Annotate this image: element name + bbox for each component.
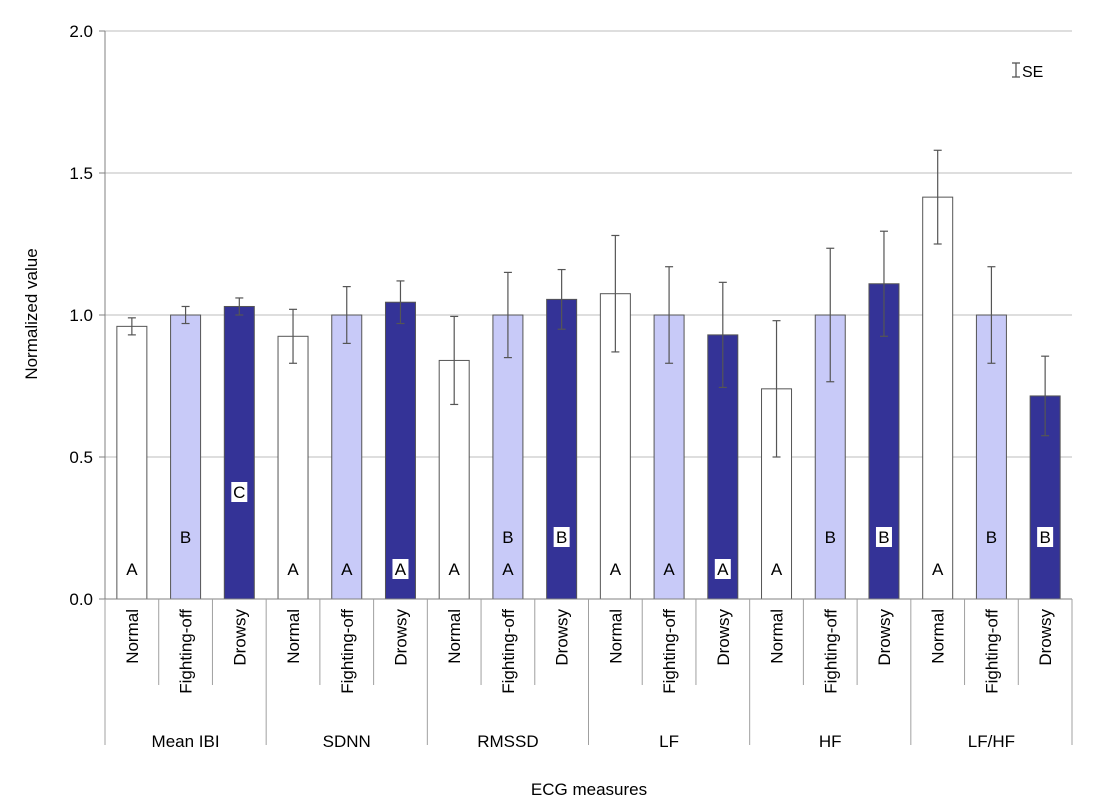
- y-tick-label: 2.0: [69, 22, 93, 41]
- group-label: RMSSD: [477, 732, 538, 751]
- significance-letter: A: [717, 560, 729, 579]
- group-label: LF: [659, 732, 679, 751]
- significance-letter: B: [556, 528, 567, 547]
- y-tick-label: 0.0: [69, 590, 93, 609]
- condition-label: Fighting-off: [982, 609, 1001, 694]
- condition-label: Normal: [929, 609, 948, 664]
- significance-letter: A: [932, 560, 944, 579]
- group-label: LF/HF: [968, 732, 1015, 751]
- condition-label: Drowsy: [230, 609, 249, 666]
- significance-letter: B: [1039, 528, 1050, 547]
- significance-letter: A: [502, 560, 514, 579]
- condition-label: Drowsy: [391, 609, 410, 666]
- bar: [384, 301, 416, 600]
- significance-letter: A: [395, 560, 407, 579]
- y-tick-label: 1.0: [69, 306, 93, 325]
- significance-letter: A: [287, 560, 299, 579]
- bar: [546, 298, 578, 600]
- significance-letter: B: [180, 528, 191, 547]
- letter-box: [1037, 527, 1054, 547]
- condition-label: Normal: [445, 609, 464, 664]
- significance-letter: C: [233, 483, 245, 502]
- significance-letter: B: [986, 528, 997, 547]
- bar: [223, 305, 255, 600]
- significance-letter: B: [502, 528, 513, 547]
- y-axis-label: Normalized value: [22, 248, 41, 379]
- condition-label: Fighting-off: [338, 609, 357, 694]
- bar: [277, 335, 309, 600]
- group-label: Mean IBI: [152, 732, 220, 751]
- bar: [922, 196, 954, 600]
- error-bars: [127, 149, 1050, 458]
- bar: [331, 314, 363, 600]
- condition-label: Fighting-off: [821, 609, 840, 694]
- significance-letter: A: [610, 560, 622, 579]
- letter-box: [231, 482, 248, 502]
- letter-box: [714, 559, 731, 579]
- bars: [116, 196, 1061, 600]
- letter-box: [392, 559, 409, 579]
- legend: SE: [1012, 62, 1043, 81]
- condition-label: Fighting-off: [177, 609, 196, 694]
- group-label: SDNN: [323, 732, 371, 751]
- se-legend-icon: [1012, 62, 1020, 78]
- y-tick-label: 1.5: [69, 164, 93, 183]
- significance-letter: A: [449, 560, 461, 579]
- bar: [116, 325, 148, 600]
- significance-letter: A: [126, 560, 138, 579]
- condition-label: Normal: [284, 609, 303, 664]
- legend-label: SE: [1022, 64, 1043, 81]
- condition-label: Normal: [606, 609, 625, 664]
- x-axis-label: ECG measures: [531, 780, 647, 799]
- gridlines: [105, 30, 1072, 458]
- group-label: HF: [819, 732, 842, 751]
- condition-label: Fighting-off: [660, 609, 679, 694]
- x-category-labels: Mean IBI Normal Fighting-off Drowsy SDNN Norm…: [104, 599, 1073, 751]
- significance-letter: A: [771, 560, 783, 579]
- condition-label: Normal: [123, 609, 142, 664]
- condition-label: Drowsy: [875, 609, 894, 666]
- bar: [170, 314, 202, 600]
- condition-label: Drowsy: [714, 609, 733, 666]
- condition-label: Drowsy: [553, 609, 572, 666]
- condition-label: Normal: [768, 609, 787, 664]
- y-tick-label: 0.5: [69, 448, 93, 467]
- significance-letter: A: [341, 560, 353, 579]
- significance-letter: B: [825, 528, 836, 547]
- significance-letter: A: [663, 560, 675, 579]
- condition-label: Fighting-off: [499, 609, 518, 694]
- significance-letter: B: [878, 528, 889, 547]
- condition-label: Drowsy: [1036, 609, 1055, 666]
- letter-box: [875, 527, 892, 547]
- letter-box: [553, 527, 570, 547]
